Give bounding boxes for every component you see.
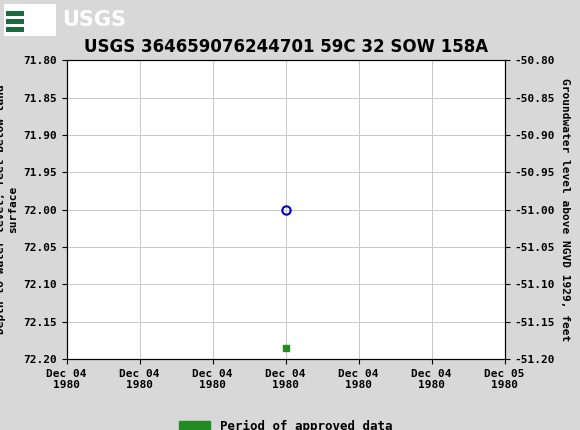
Legend: Period of approved data: Period of approved data	[174, 415, 397, 430]
Bar	[6, 19, 24, 24]
Bar	[4, 4, 56, 37]
Bar	[6, 11, 24, 16]
Y-axis label: Groundwater level above NGVD 1929, feet: Groundwater level above NGVD 1929, feet	[560, 78, 570, 341]
Bar	[6, 27, 24, 32]
Text: USGS: USGS	[62, 10, 126, 30]
Y-axis label: Depth to water level, feet below land
surface: Depth to water level, feet below land su…	[0, 85, 17, 335]
Title: USGS 364659076244701 59C 32 SOW 158A: USGS 364659076244701 59C 32 SOW 158A	[84, 38, 488, 56]
